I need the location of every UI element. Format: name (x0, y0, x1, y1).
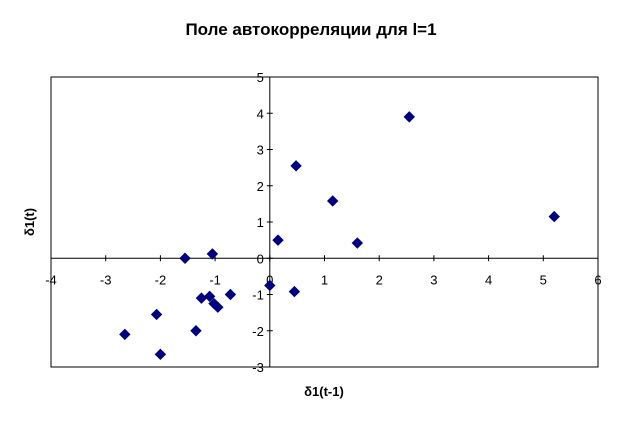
data-point (150, 308, 163, 321)
x-tick-label: -1 (209, 272, 221, 287)
data-point (190, 325, 202, 337)
y-tick-label: 5 (257, 70, 264, 85)
y-axis-title: δ1(t) (22, 208, 37, 236)
x-tick-label: -3 (100, 272, 112, 287)
data-point (179, 252, 191, 264)
y-tick-label: -1 (252, 288, 264, 303)
data-point (288, 285, 301, 298)
x-tick-label: 5 (540, 272, 547, 287)
x-tick-label: 6 (594, 272, 601, 287)
data-point (154, 348, 167, 361)
data-point (212, 301, 224, 313)
x-tick-label: -4 (45, 272, 57, 287)
data-point (224, 288, 237, 301)
data-point (403, 111, 415, 123)
data-point (351, 237, 364, 249)
data-point (119, 328, 131, 341)
y-tick-label: 0 (257, 251, 264, 266)
x-axis-title: δ1(t-1) (304, 384, 344, 399)
y-tick-label: 4 (257, 106, 264, 121)
y-axis-ticks: -3 -2 -1 0 1 2 3 4 5 (252, 70, 273, 375)
data-point (203, 290, 216, 303)
x-tick-label: -2 (155, 272, 167, 287)
x-tick-label: 1 (321, 272, 328, 287)
data-point (290, 160, 302, 172)
y-tick-label: 1 (257, 215, 264, 230)
data-point (326, 195, 339, 207)
y-tick-label: 3 (257, 143, 264, 158)
y-tick-label: 2 (257, 179, 264, 194)
x-tick-label: 3 (430, 272, 437, 287)
data-points (119, 111, 560, 361)
data-point (548, 210, 560, 223)
x-tick-label: 2 (376, 272, 383, 287)
y-tick-label: -2 (252, 324, 264, 339)
plot-area (50, 76, 599, 368)
data-point (264, 279, 276, 292)
y-tick-label: -3 (252, 360, 264, 375)
data-point (272, 234, 284, 246)
chart-title: Поле автокорреляции для l=1 (185, 20, 436, 39)
data-point (206, 248, 219, 260)
x-tick-label: 4 (485, 272, 492, 287)
